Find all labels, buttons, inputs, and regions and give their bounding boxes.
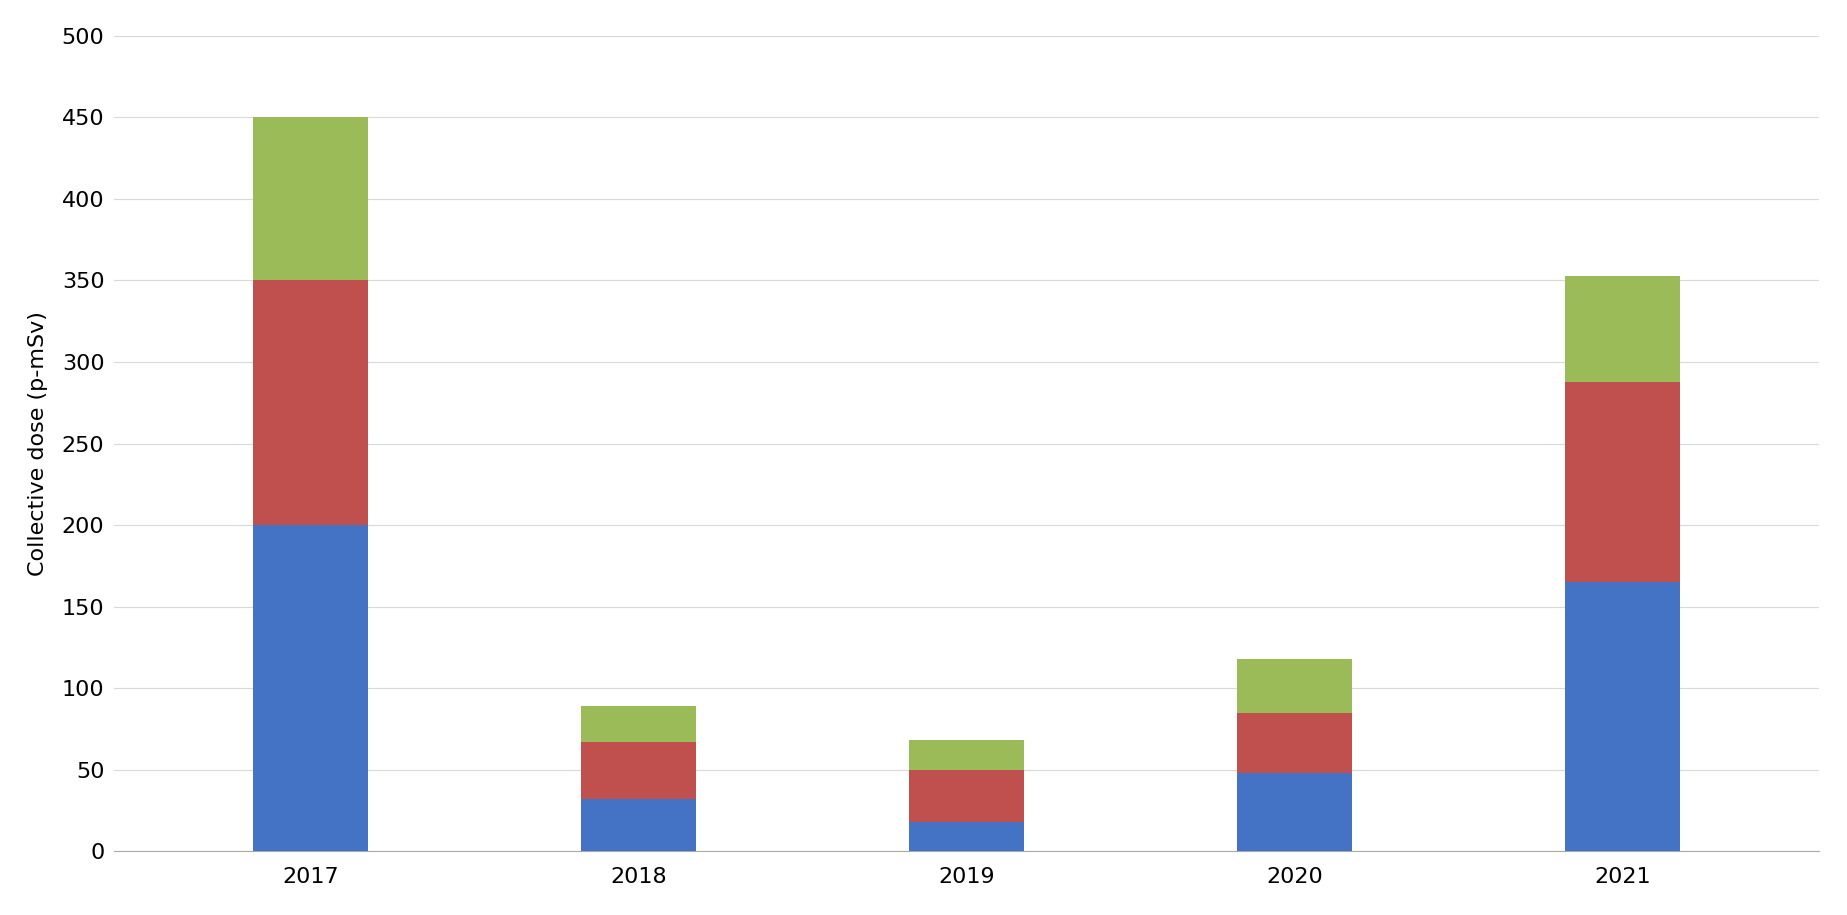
- Bar: [253, 117, 368, 280]
- Bar: [909, 770, 1023, 822]
- Bar: [1237, 773, 1352, 851]
- Bar: [1237, 659, 1352, 713]
- Bar: [909, 740, 1023, 770]
- Bar: [909, 822, 1023, 851]
- Bar: [253, 525, 368, 851]
- Bar: [582, 742, 696, 799]
- Bar: [253, 280, 368, 525]
- Bar: [582, 799, 696, 851]
- Bar: [1564, 582, 1681, 851]
- Bar: [1564, 275, 1681, 382]
- Bar: [582, 706, 696, 742]
- Y-axis label: Collective dose (p-mSv): Collective dose (p-mSv): [28, 311, 48, 576]
- Bar: [1237, 713, 1352, 773]
- Bar: [1564, 382, 1681, 582]
